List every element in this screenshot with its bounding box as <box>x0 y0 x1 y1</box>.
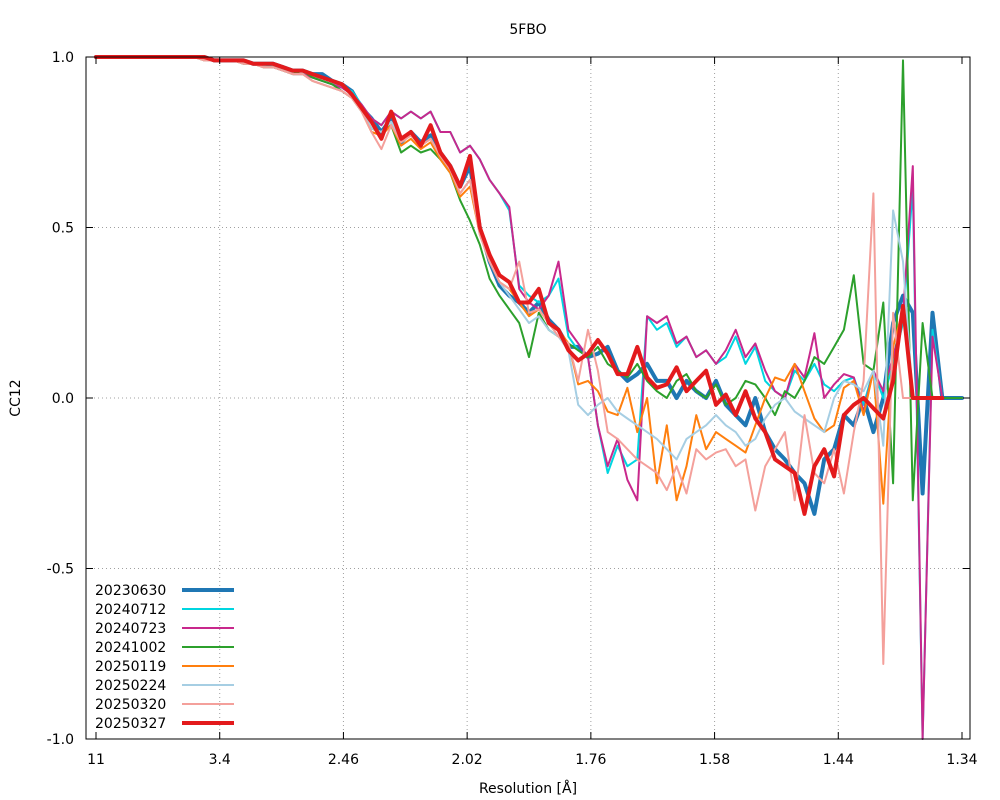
x-tick-label: 3.4 <box>209 752 231 768</box>
legend-label: 20241002 <box>95 640 166 656</box>
legend: 20230630 20240712 20240723 20241002 20250119… <box>95 583 234 732</box>
chart-title: 5FBO <box>509 22 546 38</box>
x-tick-label: 11 <box>87 752 105 768</box>
y-tick-label: -1.0 <box>47 732 74 748</box>
x-tick-label: 1.34 <box>946 752 977 768</box>
series-lines <box>94 55 964 740</box>
legend-label: 20250224 <box>95 678 166 694</box>
legend-label: 20250320 <box>95 697 166 713</box>
y-tick-label: 1.0 <box>52 50 74 66</box>
x-tick-label: 2.02 <box>452 752 483 768</box>
x-tick-label: 1.76 <box>575 752 606 768</box>
x-tick-label: 1.44 <box>823 752 854 768</box>
x-axis-label: Resolution [Å] <box>479 780 577 797</box>
x-tick-label: 1.58 <box>699 752 730 768</box>
legend-label: 20250119 <box>95 659 166 675</box>
series-line-20250327 <box>94 55 945 516</box>
legend-label: 20230630 <box>95 583 166 599</box>
legend-label: 20240723 <box>95 621 166 637</box>
y-tick-label: 0.0 <box>52 391 74 407</box>
legend-label: 20240712 <box>95 602 166 618</box>
x-tick-label: 2.46 <box>328 752 359 768</box>
grid <box>86 57 970 739</box>
y-axis-label: CC12 <box>8 379 24 416</box>
y-tick-label: 0.5 <box>52 221 74 237</box>
axis-ticks: 1.0 0.5 0.0 -0.5 -1.0 11 3.4 2.46 2.02 1.76 1.58 1.… <box>47 50 978 768</box>
y-tick-label: -0.5 <box>47 562 74 578</box>
legend-label: 20250327 <box>95 716 166 732</box>
